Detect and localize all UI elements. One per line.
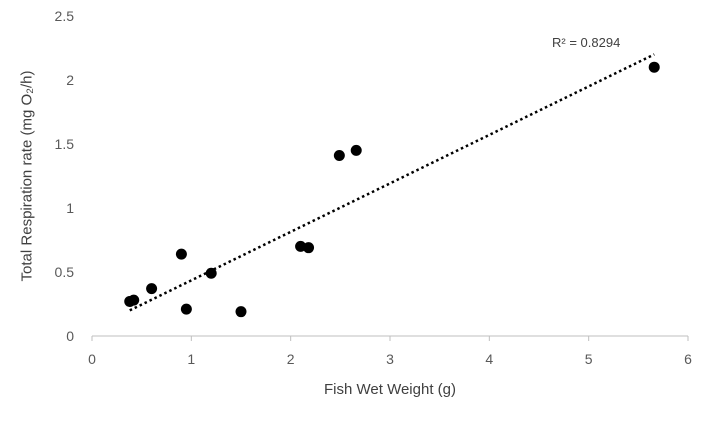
y-tick-label: 1.5 [55, 136, 75, 152]
x-axis-ticks: 0 1 2 3 4 5 6 [88, 336, 692, 367]
x-axis-title: Fish Wet Weight (g) [324, 381, 456, 398]
x-tick-label: 3 [386, 351, 394, 367]
trendline [129, 53, 655, 312]
data-point [303, 242, 315, 254]
data-point [180, 303, 192, 315]
y-axis-title: Total Respiration rate (mg O₂/h) [18, 71, 35, 282]
y-tick-label: 0.5 [55, 264, 75, 280]
y-tick-label: 2.5 [55, 8, 75, 24]
data-point [128, 294, 140, 306]
data-point [648, 61, 660, 73]
x-tick-label: 6 [684, 351, 692, 367]
x-tick-label: 0 [88, 351, 96, 367]
data-point [146, 283, 158, 295]
y-tick-label: 0 [66, 328, 74, 344]
data-points [124, 61, 660, 318]
y-tick-label: 1 [66, 200, 74, 216]
data-point [235, 306, 247, 318]
x-tick-label: 1 [187, 351, 195, 367]
x-tick-label: 4 [485, 351, 493, 367]
data-point [350, 144, 362, 156]
data-point [175, 248, 187, 260]
x-tick-label: 2 [287, 351, 295, 367]
data-point [333, 150, 345, 162]
y-tick-label: 2 [66, 72, 74, 88]
y-axis-ticks: 0 0.5 1 1.5 2 2.5 [55, 8, 75, 344]
x-tick-label: 5 [585, 351, 593, 367]
r-squared-annotation: R² = 0.8294 [552, 35, 620, 50]
data-point [205, 267, 217, 279]
